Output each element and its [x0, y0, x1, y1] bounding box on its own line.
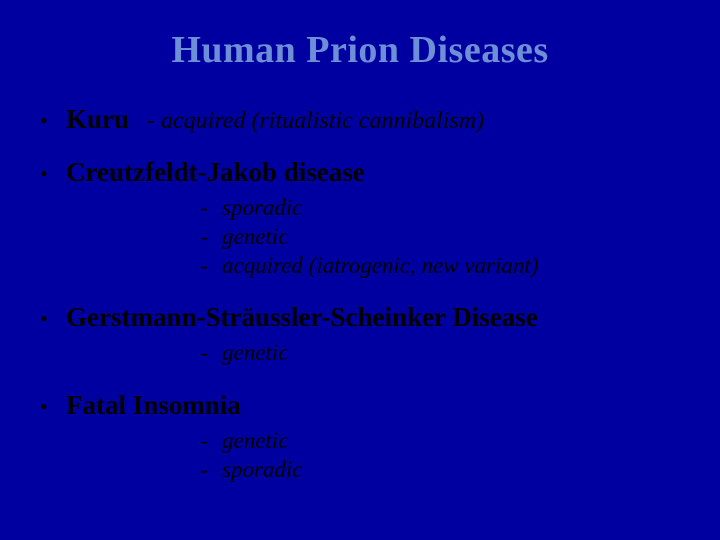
- sub-item: - sporadic: [200, 194, 680, 223]
- dash-icon: -: [200, 456, 222, 485]
- bullet-icon: •: [40, 163, 66, 185]
- disease-name: Fatal Insomnia: [66, 390, 241, 421]
- sub-item: - genetic: [200, 223, 680, 252]
- bullet-icon: •: [40, 308, 66, 330]
- list-item: • Kuru - acquired (ritualistic cannibali…: [40, 104, 680, 135]
- dash-icon: -: [200, 252, 222, 281]
- disease-name: Kuru: [66, 104, 129, 135]
- sub-list: - sporadic - genetic - acquired (iatroge…: [200, 194, 680, 280]
- list-item: • Fatal Insomnia: [40, 390, 680, 421]
- sub-item: - genetic: [200, 427, 680, 456]
- sub-item: - genetic: [200, 339, 680, 368]
- list-item: • Creutzfeldt-Jakob disease: [40, 157, 680, 188]
- dash-icon: -: [200, 194, 222, 223]
- disease-name: Creutzfeldt-Jakob disease: [66, 157, 365, 188]
- sub-list: - genetic - sporadic: [200, 427, 680, 485]
- sub-list: - genetic: [200, 339, 680, 368]
- sub-item: - sporadic: [200, 456, 680, 485]
- bullet-icon: •: [40, 110, 66, 132]
- sub-item: - acquired (iatrogenic, new variant): [200, 252, 680, 281]
- dash-icon: -: [200, 223, 222, 252]
- list-item: • Gerstmann-Sträussler-Scheinker Disease: [40, 302, 680, 333]
- dash-icon: -: [200, 339, 222, 368]
- slide-title: Human Prion Diseases: [0, 0, 720, 72]
- disease-name: Gerstmann-Sträussler-Scheinker Disease: [66, 302, 538, 333]
- disease-detail: - acquired (ritualistic cannibalism): [147, 108, 484, 135]
- bullet-icon: •: [40, 396, 66, 418]
- slide-content: • Kuru - acquired (ritualistic cannibali…: [0, 72, 720, 485]
- slide: Human Prion Diseases • Kuru - acquired (…: [0, 0, 720, 540]
- dash-icon: -: [200, 427, 222, 456]
